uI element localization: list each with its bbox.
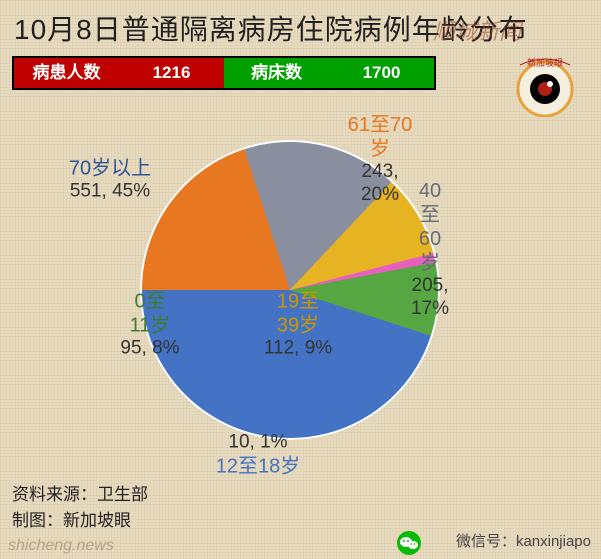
bed-count-label: 病床数 xyxy=(224,58,329,88)
slice-label-70+: 70岁以上551, 45% xyxy=(69,157,151,204)
source-line-2: 制图：新加坡眼 xyxy=(12,508,148,534)
watermark-bottom-left: shicheng.news xyxy=(8,537,114,555)
patient-count-label: 病患人数 xyxy=(14,58,119,88)
pie-body xyxy=(140,140,440,440)
patient-count-value: 1216 xyxy=(119,58,224,88)
bed-count-value: 1700 xyxy=(329,58,434,88)
chart-title: 10月8日普通隔离病房住院病例年龄分布 xyxy=(0,0,601,54)
logo-text: 新加坡眼 xyxy=(527,57,563,68)
stats-bar: 病患人数 1216 病床数 1700 xyxy=(12,56,436,90)
pie-chart: 61至70岁243, 20%40至60岁205, 17%19至39岁112, 9… xyxy=(60,120,460,520)
wechat-icon xyxy=(397,531,421,555)
source-line-1: 资料来源：卫生部 xyxy=(12,482,148,508)
source-credit: 资料来源：卫生部 制图：新加坡眼 xyxy=(12,482,148,533)
source-logo: 新加坡眼 xyxy=(514,55,576,117)
wechat-label: 微信号：kanxinjiapo xyxy=(456,530,591,551)
